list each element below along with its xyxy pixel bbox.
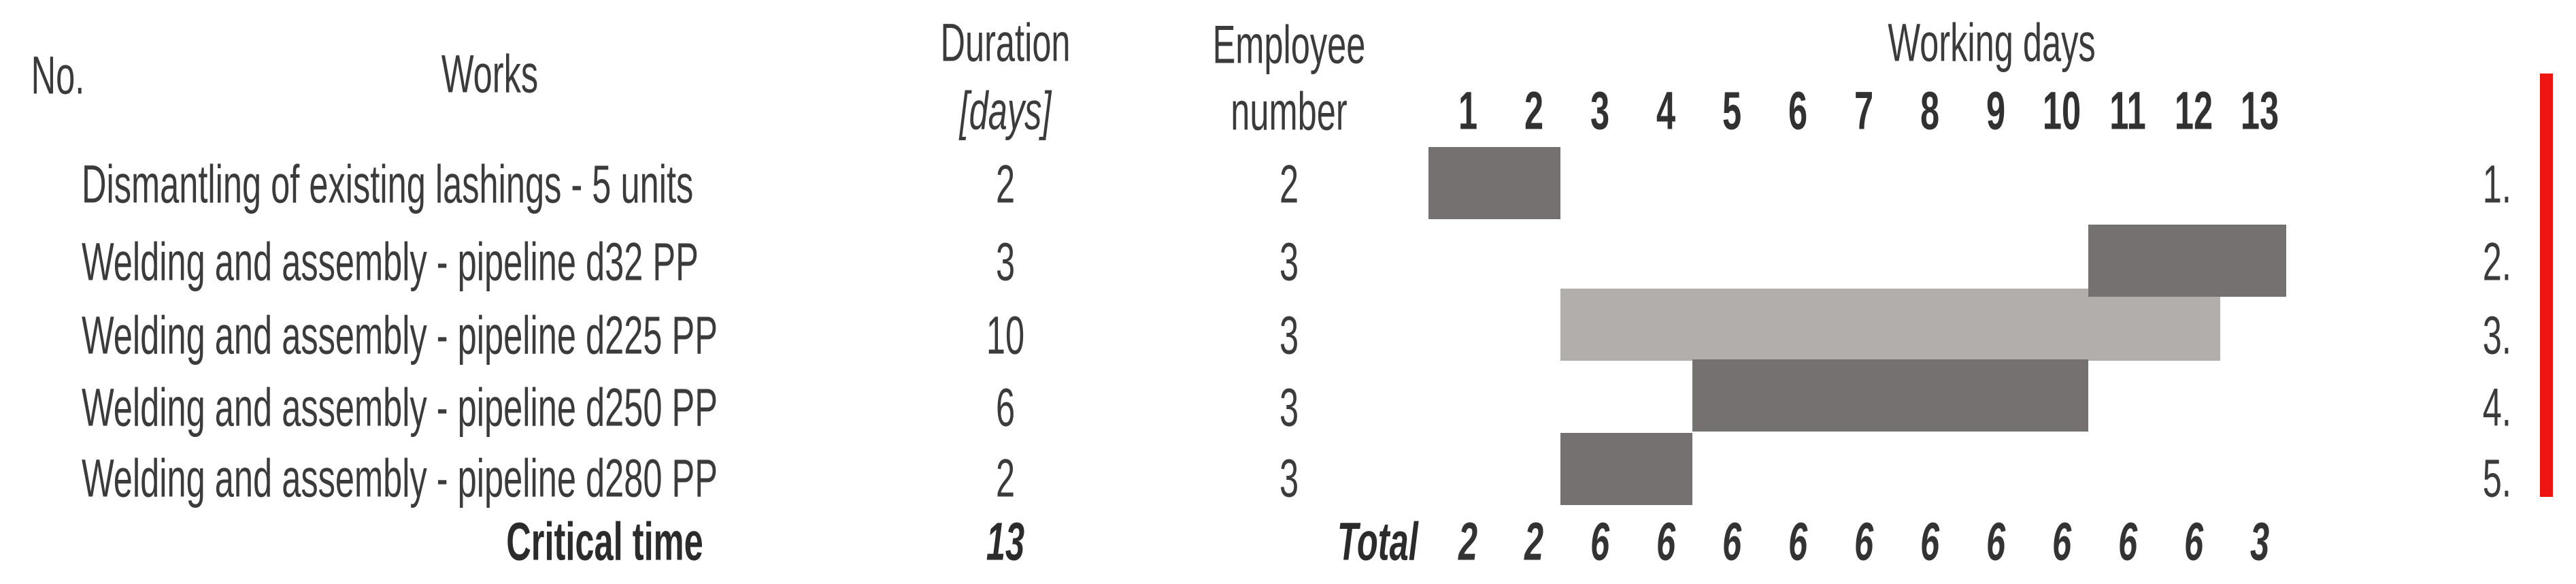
gantt-bar-task-1 — [1428, 147, 1560, 219]
column-header-working-days: Working days — [1888, 12, 2096, 73]
duration-value: 3 — [995, 231, 1016, 292]
total-label: Total — [1337, 510, 1418, 572]
day-label-12: 12 — [2174, 80, 2213, 141]
duration-value: 6 — [995, 376, 1016, 438]
day-label-10: 10 — [2042, 80, 2081, 141]
day-label-2: 2 — [1524, 80, 1544, 141]
day-label-4: 4 — [1656, 80, 1676, 141]
work-label: Welding and assembly - pipeline d225 PP — [82, 304, 718, 366]
employee-value: 3 — [1279, 231, 1299, 292]
daily-total-day-9: 6 — [1986, 510, 2006, 572]
daily-total-day-7: 6 — [1854, 510, 1874, 572]
day-label-6: 6 — [1788, 80, 1808, 141]
daily-total-day-8: 6 — [1920, 510, 1940, 572]
column-header-duration: Duration — [940, 12, 1071, 73]
daily-total-day-4: 6 — [1656, 510, 1676, 572]
day-label-5: 5 — [1722, 80, 1742, 141]
gantt-bar-task-2 — [2088, 225, 2286, 297]
row-number: 5. — [2482, 447, 2511, 508]
critical-time-value: 13 — [986, 510, 1025, 572]
employee-value: 3 — [1279, 304, 1299, 366]
daily-total-day-11: 6 — [2118, 510, 2138, 572]
work-label: Welding and assembly - pipeline d280 PP — [82, 447, 718, 508]
daily-total-day-1: 2 — [1458, 510, 1478, 572]
daily-total-day-13: 3 — [2249, 510, 2270, 572]
work-label: Welding and assembly - pipeline d32 PP — [82, 231, 699, 292]
column-header-no: No. — [31, 44, 85, 106]
day-label-7: 7 — [1854, 80, 1874, 141]
column-header-employee-number: number — [1231, 80, 1348, 142]
day-label-11: 11 — [2109, 80, 2146, 141]
employee-value: 2 — [1279, 153, 1299, 214]
work-label: Dismantling of existing lashings - 5 uni… — [82, 153, 694, 214]
gantt-bar-task-5 — [1560, 433, 1692, 505]
employee-value: 3 — [1279, 447, 1299, 508]
row-number: 3. — [2482, 304, 2511, 366]
employee-value: 3 — [1279, 376, 1299, 438]
duration-value: 2 — [995, 447, 1016, 508]
column-header-employee: Employee — [1212, 14, 1366, 75]
row-number: 1. — [2482, 153, 2511, 214]
daily-total-day-10: 6 — [2052, 510, 2072, 572]
day-label-13: 13 — [2240, 80, 2279, 141]
day-label-1: 1 — [1458, 80, 1478, 141]
column-header-works: Works — [441, 43, 539, 104]
day-label-8: 8 — [1920, 80, 1940, 141]
critical-time-marker-line — [2540, 74, 2553, 497]
day-label-9: 9 — [1986, 80, 2006, 141]
daily-total-day-3: 6 — [1590, 510, 1610, 572]
daily-total-day-12: 6 — [2184, 510, 2204, 572]
duration-value: 2 — [995, 153, 1016, 214]
duration-value: 10 — [986, 304, 1025, 366]
critical-time-label: Critical time — [506, 510, 703, 572]
column-header-duration-unit: [days] — [959, 80, 1052, 141]
daily-total-day-5: 6 — [1722, 510, 1742, 572]
work-label: Welding and assembly - pipeline d250 PP — [82, 376, 718, 438]
row-number: 4. — [2482, 376, 2511, 438]
day-label-3: 3 — [1590, 80, 1610, 141]
row-number: 2. — [2482, 231, 2511, 292]
daily-total-day-6: 6 — [1788, 510, 1808, 572]
daily-total-day-2: 2 — [1524, 510, 1544, 572]
gantt-bar-task-3 — [1560, 289, 2220, 361]
gantt-bar-task-4 — [1692, 359, 2088, 432]
